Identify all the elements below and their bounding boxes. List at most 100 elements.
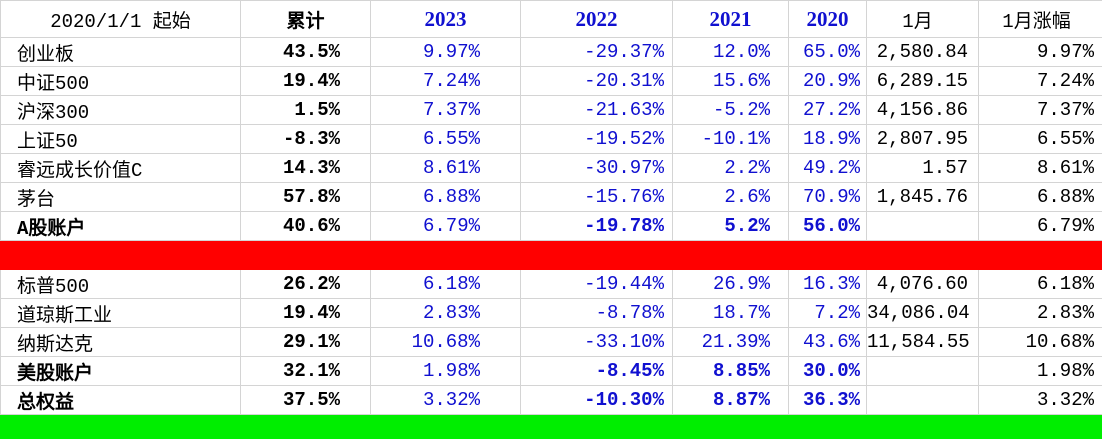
cell: 沪深300 bbox=[1, 96, 241, 125]
cell bbox=[867, 357, 979, 386]
cell: 茅台 bbox=[1, 183, 241, 212]
cell: 累计 bbox=[241, 1, 371, 38]
cell: -10.30% bbox=[521, 386, 673, 415]
band-cell bbox=[979, 241, 1102, 270]
cell: 11,584.55 bbox=[867, 328, 979, 357]
cell: 18.7% bbox=[673, 299, 789, 328]
cell: 2.6% bbox=[673, 183, 789, 212]
cell: 9.97% bbox=[371, 38, 521, 67]
cell: 纳斯达克 bbox=[1, 328, 241, 357]
band-cell bbox=[371, 241, 521, 270]
cell: 2.83% bbox=[371, 299, 521, 328]
cell: 9.97% bbox=[979, 38, 1102, 67]
cell: 1.57 bbox=[867, 154, 979, 183]
cell: 1.5% bbox=[241, 96, 371, 125]
band-cell bbox=[521, 415, 673, 439]
cell: 8.87% bbox=[673, 386, 789, 415]
cell: 26.2% bbox=[241, 270, 371, 299]
cell: 10.68% bbox=[979, 328, 1102, 357]
cell: 2,580.84 bbox=[867, 38, 979, 67]
cell: 29.1% bbox=[241, 328, 371, 357]
cell: 1,845.76 bbox=[867, 183, 979, 212]
cell: 2023 bbox=[371, 1, 521, 38]
cell: 49.2% bbox=[789, 154, 867, 183]
cell: 43.5% bbox=[241, 38, 371, 67]
cell: 56.0% bbox=[789, 212, 867, 241]
cell: 37.5% bbox=[241, 386, 371, 415]
cell: -15.76% bbox=[521, 183, 673, 212]
cell: 2.83% bbox=[979, 299, 1102, 328]
cell: 1月涨幅 bbox=[979, 1, 1102, 38]
cell: -10.1% bbox=[673, 125, 789, 154]
cell: 1.98% bbox=[371, 357, 521, 386]
cell bbox=[867, 386, 979, 415]
band-cell bbox=[867, 241, 979, 270]
cell: 标普500 bbox=[1, 270, 241, 299]
cell: 21.39% bbox=[673, 328, 789, 357]
cell: 36.3% bbox=[789, 386, 867, 415]
cell: 中证500 bbox=[1, 67, 241, 96]
cell: 2,807.95 bbox=[867, 125, 979, 154]
cell: 7.37% bbox=[979, 96, 1102, 125]
cell: 2.2% bbox=[673, 154, 789, 183]
cell: 43.6% bbox=[789, 328, 867, 357]
cell: 4,156.86 bbox=[867, 96, 979, 125]
cell: 6.55% bbox=[371, 125, 521, 154]
cell: -21.63% bbox=[521, 96, 673, 125]
cell: 16.3% bbox=[789, 270, 867, 299]
cell: 6,289.15 bbox=[867, 67, 979, 96]
cell: 上证50 bbox=[1, 125, 241, 154]
band-cell bbox=[867, 415, 979, 439]
cell: 32.1% bbox=[241, 357, 371, 386]
cell: 19.4% bbox=[241, 67, 371, 96]
cell: 6.88% bbox=[979, 183, 1102, 212]
cell: 1.98% bbox=[979, 357, 1102, 386]
cell: 70.9% bbox=[789, 183, 867, 212]
cell: 总权益 bbox=[1, 386, 241, 415]
cell: 6.88% bbox=[371, 183, 521, 212]
band-cell bbox=[979, 415, 1102, 439]
cell: -8.78% bbox=[521, 299, 673, 328]
cell: A股账户 bbox=[1, 212, 241, 241]
cell: -29.37% bbox=[521, 38, 673, 67]
cell: -5.2% bbox=[673, 96, 789, 125]
cell: 3.32% bbox=[979, 386, 1102, 415]
cell: -8.3% bbox=[241, 125, 371, 154]
cell: -33.10% bbox=[521, 328, 673, 357]
band-cell bbox=[241, 415, 371, 439]
cell: 2020 bbox=[789, 1, 867, 38]
cell: 4,076.60 bbox=[867, 270, 979, 299]
cell: 10.68% bbox=[371, 328, 521, 357]
cell: 6.79% bbox=[979, 212, 1102, 241]
cell: 7.24% bbox=[979, 67, 1102, 96]
band-cell bbox=[371, 415, 521, 439]
cell: -30.97% bbox=[521, 154, 673, 183]
cell: 5.2% bbox=[673, 212, 789, 241]
band-cell bbox=[241, 241, 371, 270]
cell: 65.0% bbox=[789, 38, 867, 67]
band-cell bbox=[789, 241, 867, 270]
cell: 2020/1/1 起始 bbox=[1, 1, 241, 38]
cell: 57.8% bbox=[241, 183, 371, 212]
cell: 2021 bbox=[673, 1, 789, 38]
cell: -20.31% bbox=[521, 67, 673, 96]
separator-band bbox=[1, 415, 1102, 439]
cell: 12.0% bbox=[673, 38, 789, 67]
cell: 6.79% bbox=[371, 212, 521, 241]
band-cell bbox=[1, 415, 241, 439]
cell: 6.18% bbox=[979, 270, 1102, 299]
